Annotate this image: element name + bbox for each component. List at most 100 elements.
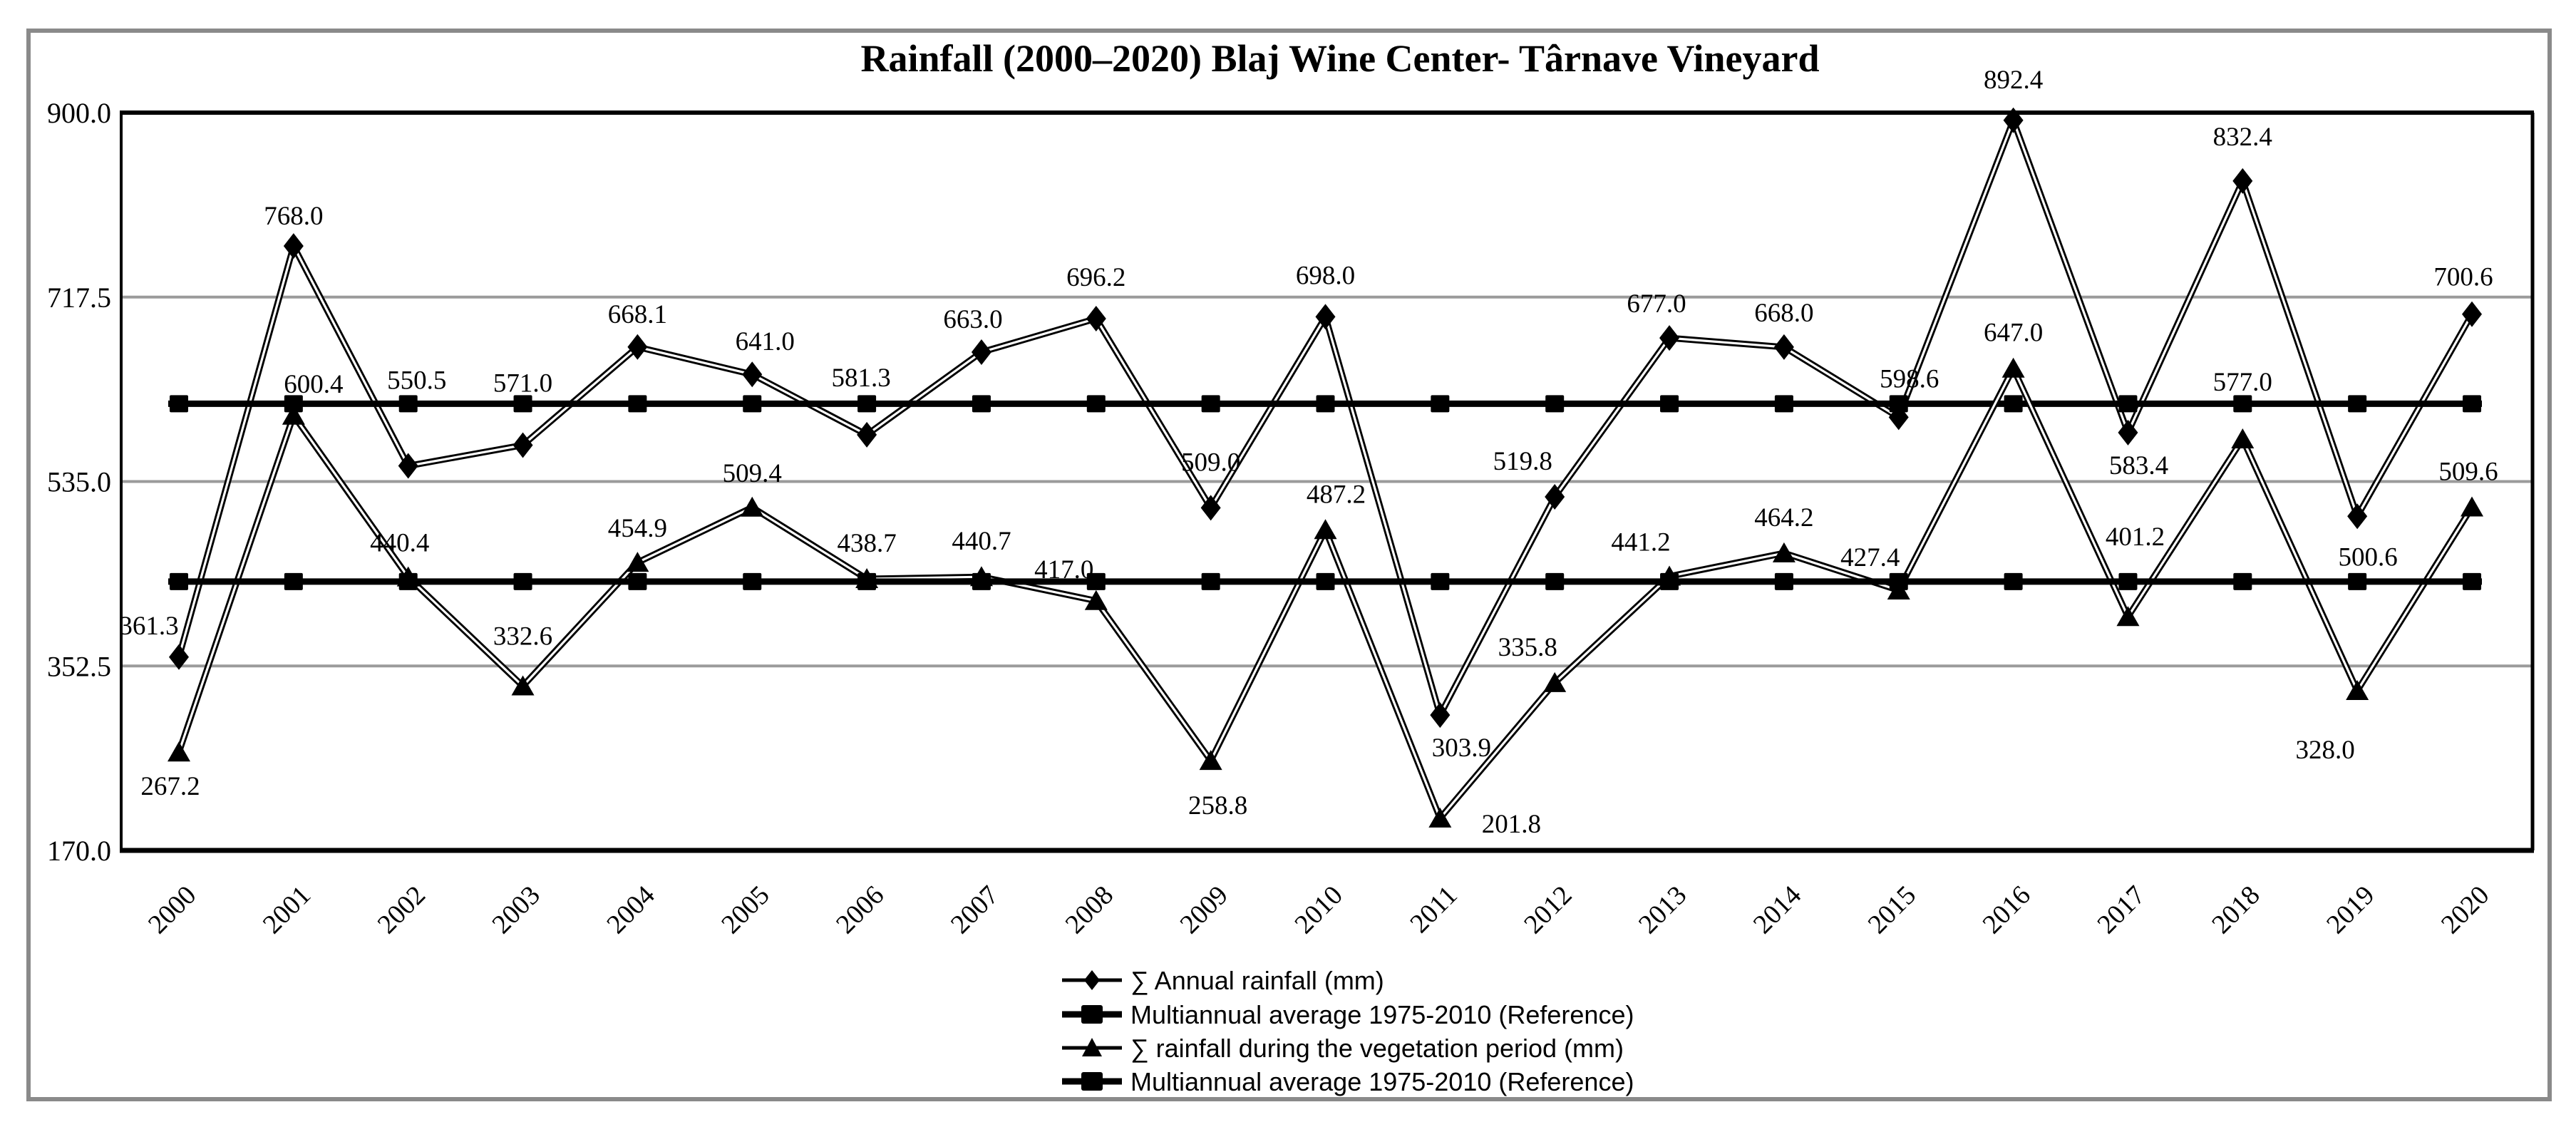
y-tick-label: 900.0 xyxy=(47,97,111,129)
annual-data-label: 581.3 xyxy=(831,364,890,393)
annual_reference-point-marker xyxy=(1086,395,1106,413)
annual-data-label: 892.4 xyxy=(1984,66,2043,95)
vegetation_reference-point-marker xyxy=(2004,572,2023,590)
square-marker-icon xyxy=(1081,1005,1103,1024)
annual_reference-point-marker xyxy=(1660,395,1679,413)
annual-data-label: 663.0 xyxy=(943,305,1002,334)
annual-data-label: 698.0 xyxy=(1296,261,1355,290)
annual-point-marker xyxy=(857,421,877,448)
vegetation-point-marker xyxy=(282,404,305,425)
vegetation-point-marker xyxy=(1314,519,1337,540)
vegetation_reference-point-marker xyxy=(284,572,303,590)
vegetation-data-label: 332.6 xyxy=(493,622,552,651)
vegetation_reference-point-marker xyxy=(398,572,418,590)
vegetation-data-label: 464.2 xyxy=(1754,503,1813,532)
data-labels-layer: 361.3 768.0 550.5 571.0 668.1 641.0 581.3 663.0… xyxy=(119,66,2498,839)
vegetation-point-marker xyxy=(2461,496,2483,517)
vegetation_reference-point-marker xyxy=(2118,572,2138,590)
vegetation-point-marker xyxy=(1084,590,1108,610)
annual-point-marker xyxy=(1200,495,1221,521)
annual-point-marker xyxy=(627,334,648,360)
vegetation-data-label: 441.2 xyxy=(1611,527,1670,557)
vegetation_reference-point-marker xyxy=(1316,572,1335,590)
annual-point-marker xyxy=(2347,503,2368,530)
vegetation-series xyxy=(168,357,2483,828)
vegetation-point-marker xyxy=(1772,542,1796,562)
annual_reference-point-marker xyxy=(972,395,991,413)
plot-border-layer xyxy=(120,110,2535,853)
x-tick-label: 2003 xyxy=(486,880,545,940)
annual_reference-point-marker xyxy=(2118,395,2138,413)
vegetation_reference-point-marker xyxy=(170,572,188,590)
annual-point-marker xyxy=(1773,334,1794,360)
annual-data-label: 361.3 xyxy=(119,612,178,641)
annual_reference-point-marker xyxy=(1201,395,1220,413)
annual-data-label: 668.1 xyxy=(608,300,667,329)
vegetation-data-label: 440.7 xyxy=(952,527,1011,556)
legend-item-vegetation-rainfall: ∑ rainfall during the vegetation period … xyxy=(1062,1034,1624,1063)
annual-data-label: 832.4 xyxy=(2213,123,2272,152)
x-tick-label: 2010 xyxy=(1289,880,1348,940)
vegetation-data-label: 401.2 xyxy=(2106,523,2165,552)
x-tick-label: 2006 xyxy=(830,880,890,940)
x-tick-label: 2020 xyxy=(2436,880,2495,940)
annual_reference-point-marker xyxy=(2463,395,2481,413)
vegetation-point-marker xyxy=(2001,357,2025,378)
vegetation_reference-point-marker xyxy=(1660,572,1679,590)
x-axis-labels: 2000 2001 2002 2003 2004 2005 2006 2007 2008 2009… xyxy=(143,880,2495,940)
annual-point-marker xyxy=(1545,484,1565,510)
annual-data-label: 598.6 xyxy=(1880,364,1939,393)
y-tick-label: 352.5 xyxy=(47,650,111,682)
y-axis-labels: 900.0 717.5 535.0 352.5 170.0 xyxy=(47,97,111,867)
annual-data-label: 700.6 xyxy=(2433,263,2493,292)
legend-label: ∑ Annual rainfall (mm) xyxy=(1130,966,1384,995)
vegetation_reference-point-marker xyxy=(1086,572,1106,590)
annual-point-marker xyxy=(1659,325,1680,351)
vegetation-data-label: 440.4 xyxy=(370,529,429,558)
vegetation-data-label: 487.2 xyxy=(1307,480,1366,509)
x-tick-label: 2007 xyxy=(945,880,1004,940)
x-tick-label: 2001 xyxy=(257,880,316,940)
annual_reference-point-marker xyxy=(284,395,303,413)
chart-title: Rainfall (2000–2020) Blaj Wine Center- T… xyxy=(861,37,1820,80)
annual-data-label: 571.0 xyxy=(493,369,552,398)
x-tick-label: 2019 xyxy=(2321,880,2380,940)
vegetation_reference-point-marker xyxy=(2463,572,2481,590)
legend-item-annual-reference: Multiannual average 1975-2010 (Reference… xyxy=(1062,1000,1634,1029)
legend-label: ∑ rainfall during the vegetation period … xyxy=(1130,1034,1624,1063)
x-tick-label: 2000 xyxy=(143,880,202,940)
vegetation_reference-point-marker xyxy=(1201,572,1220,590)
annual-point-marker xyxy=(283,233,304,259)
chart-outer-border xyxy=(26,29,2552,1101)
vegetation-data-label: 258.8 xyxy=(1188,791,1247,820)
legend-item-annual-rainfall: ∑ Annual rainfall (mm) xyxy=(1062,966,1384,995)
vegetation-point-marker xyxy=(2116,606,2140,627)
vegetation_reference-point-marker xyxy=(1889,572,1908,590)
x-tick-label: 2008 xyxy=(1060,880,1119,940)
annual-data-label: 668.0 xyxy=(1754,299,1813,328)
x-tick-label: 2013 xyxy=(1633,880,1692,940)
annual-point-marker xyxy=(742,361,763,388)
vegetation-point-marker xyxy=(2346,679,2369,700)
vegetation-point-marker xyxy=(2231,428,2255,448)
annual_reference-point-marker xyxy=(1774,395,1793,413)
legend-label: Multiannual average 1975-2010 (Reference… xyxy=(1130,1067,1634,1096)
annual-data-label: 583.4 xyxy=(2109,451,2168,480)
annual_reference-point-marker xyxy=(398,395,418,413)
vegetation_reference-point-marker xyxy=(628,572,647,590)
annual-point-marker xyxy=(1430,702,1451,729)
annual-point-marker xyxy=(169,644,189,670)
annual_reference-point-marker xyxy=(743,395,762,413)
vegetation-point-marker xyxy=(168,741,190,762)
legend-label: Multiannual average 1975-2010 (Reference… xyxy=(1130,1000,1634,1029)
vegetation-data-label: 267.2 xyxy=(140,772,200,801)
x-tick-label: 2018 xyxy=(2206,880,2265,940)
y-tick-label: 170.0 xyxy=(47,835,111,867)
annual-point-marker xyxy=(2462,301,2482,327)
annual-data-label: 768.0 xyxy=(264,202,323,231)
annual-point-marker xyxy=(512,432,533,458)
y-tick-label: 535.0 xyxy=(47,466,111,498)
annual_reference-point-marker xyxy=(1889,395,1908,413)
annual_reference-point-marker xyxy=(2004,395,2023,413)
